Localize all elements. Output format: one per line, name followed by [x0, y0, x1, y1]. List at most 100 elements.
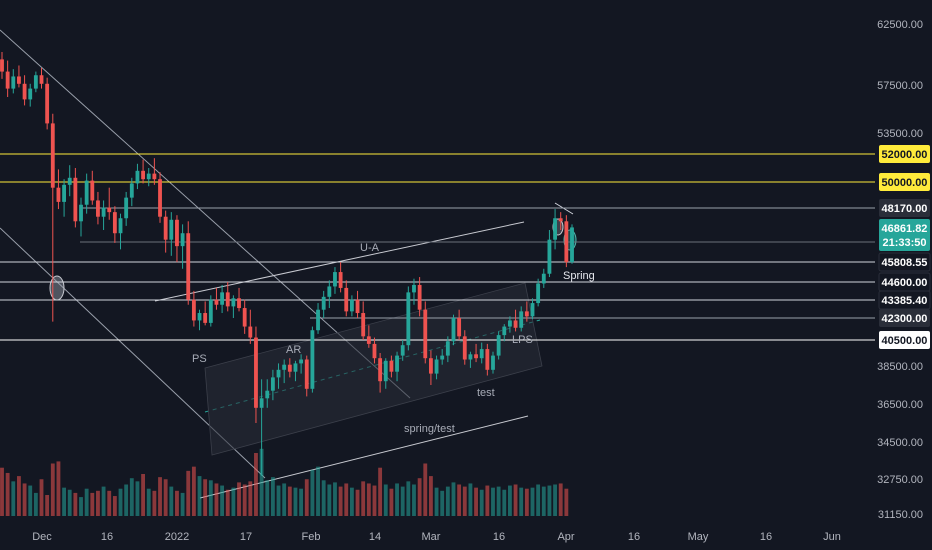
price-level-tag: 52000.00	[879, 145, 930, 163]
volume-bar	[186, 470, 191, 516]
volume-bar	[33, 492, 38, 516]
candle	[84, 173, 89, 214]
volume-bar	[524, 488, 529, 516]
candle	[237, 287, 241, 312]
candle	[225, 282, 230, 312]
candle	[197, 309, 202, 331]
time-axis[interactable]: Dec 16 2022 17 Feb 14 Mar 16 Apr 16 May 16 Jun	[32, 531, 841, 543]
volume-bar	[112, 496, 117, 516]
volume-bar	[220, 485, 225, 516]
candle	[287, 358, 292, 378]
candle	[406, 286, 411, 351]
volume-bar	[50, 463, 55, 516]
volume-bar	[225, 489, 230, 516]
volume-bar	[547, 485, 552, 516]
volume-bar	[231, 487, 236, 516]
volume-bar	[361, 481, 366, 516]
candle	[231, 295, 236, 318]
time-tick-label: 2022	[165, 531, 189, 543]
annotation-spring: Spring	[563, 270, 595, 282]
annotation-test: test	[477, 387, 495, 399]
candle	[73, 168, 78, 228]
candle	[428, 350, 433, 385]
candle	[321, 290, 326, 318]
price-level-tag-label: 46861.82	[882, 223, 928, 235]
candle	[107, 187, 112, 220]
price-axis[interactable]: 62500.00 57500.00 53500.00 38500.00 36500.00…	[877, 19, 923, 521]
volume-bar	[366, 483, 371, 516]
price-level-tag-label: 21:33:50	[882, 237, 926, 249]
candle	[502, 324, 507, 342]
volume-bar	[0, 467, 4, 516]
volume-bar	[344, 483, 349, 516]
horizontal-levels: 52000.00 50000.00 48170.00 46861.82 21:33:50…	[0, 145, 931, 349]
candle	[496, 331, 501, 360]
candle	[338, 262, 343, 293]
candle	[11, 69, 16, 94]
candle	[169, 212, 174, 256]
price-tick-label: 57500.00	[877, 80, 923, 92]
volume-bar	[462, 486, 467, 516]
candle	[530, 298, 535, 320]
volume-bar	[355, 489, 360, 516]
dec-highlight-ellipse[interactable]	[49, 275, 65, 301]
price-level-tag: 44600.00	[878, 272, 931, 292]
candle	[457, 309, 462, 340]
volume-bar	[502, 489, 507, 516]
candle	[485, 343, 490, 376]
volume-bar	[197, 476, 202, 516]
candle	[45, 77, 50, 130]
annotation-ar: AR	[286, 344, 301, 356]
volume-bar	[124, 484, 129, 516]
candle	[208, 295, 213, 327]
volume-bar	[208, 480, 213, 516]
volume-bar	[530, 487, 535, 516]
price-tick-label: 36500.00	[877, 399, 923, 411]
price-tick-label: 31150.00	[878, 509, 923, 521]
candle	[383, 358, 388, 389]
candle	[553, 209, 557, 250]
volume-bar	[254, 453, 258, 516]
price-level-tag: 21:33:50	[879, 233, 930, 251]
price-level-tag: 46861.82	[879, 219, 930, 237]
price-level-tag-label: 42300.00	[882, 313, 928, 325]
volume-bar	[496, 486, 501, 516]
volume-bar	[389, 488, 394, 516]
candle	[304, 355, 309, 397]
candle	[519, 306, 524, 332]
volume-bar	[423, 463, 428, 516]
candle	[214, 287, 219, 310]
candle	[349, 295, 354, 317]
candle	[191, 290, 196, 327]
price-level-tag: 43385.40	[878, 290, 931, 310]
time-tick-label: 16	[101, 531, 113, 543]
volume-bar	[17, 476, 21, 516]
time-tick-label: 14	[369, 531, 381, 543]
volume-bar	[175, 490, 179, 516]
price-tick-label: 53500.00	[877, 128, 923, 140]
volume-bar	[338, 486, 343, 516]
volume-bar	[519, 487, 524, 516]
candle	[564, 215, 569, 268]
time-tick-label: Mar	[422, 531, 441, 543]
volume-bar	[265, 480, 270, 516]
price-level-tag: 48170.00	[879, 199, 930, 217]
candle	[423, 301, 428, 364]
price-level-tag-label: 52000.00	[882, 149, 928, 161]
volume-bar	[242, 484, 247, 516]
volume-bar	[96, 490, 100, 516]
volume-bar	[468, 483, 473, 516]
price-level-tag: 45808.55	[878, 252, 931, 272]
volume-bar	[56, 461, 61, 516]
volume-bar	[73, 492, 78, 516]
candle	[445, 336, 450, 363]
candle	[547, 229, 552, 278]
candle	[22, 75, 27, 106]
candle	[56, 169, 61, 210]
volume-bar	[28, 485, 33, 516]
candle	[158, 172, 162, 223]
candle	[175, 215, 179, 263]
volume-bar	[152, 490, 157, 516]
